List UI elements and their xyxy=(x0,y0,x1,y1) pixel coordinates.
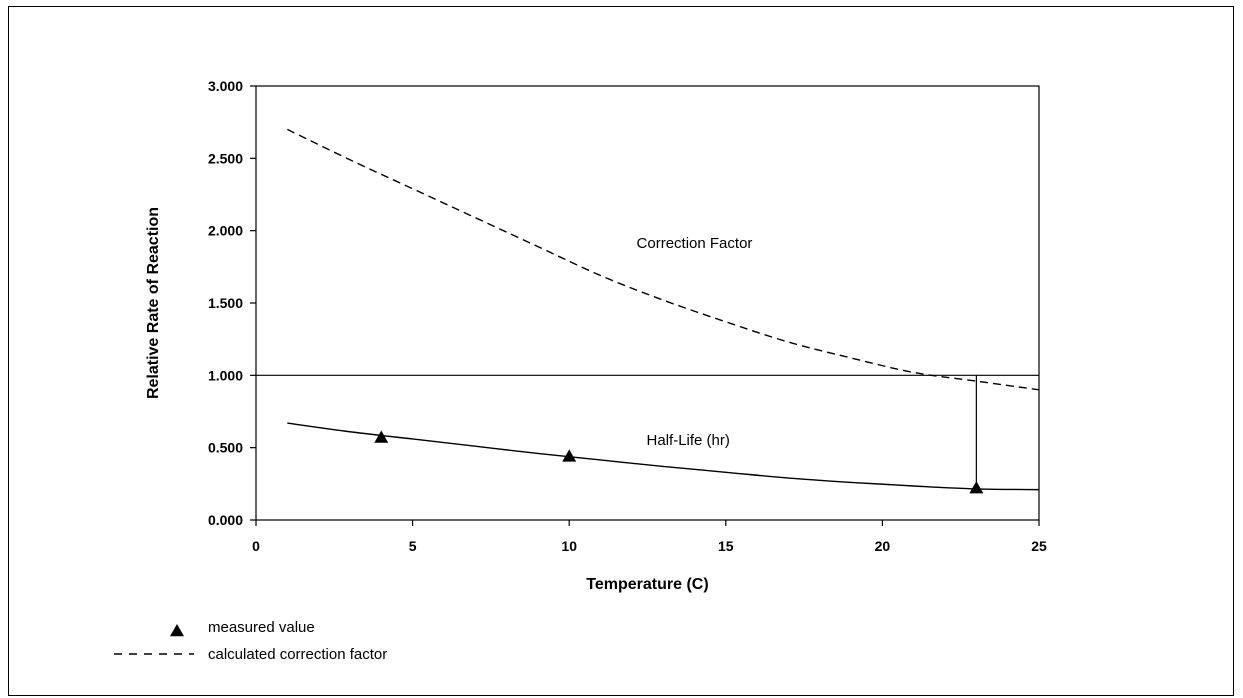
plot-area: 0.000 0.500 1.000 1.500 2.000 2.500 3.000 0 5 10 1… xyxy=(208,78,1047,554)
y-tick-label: 3.000 xyxy=(208,78,243,94)
legend: measured value calculated correction fact… xyxy=(114,619,387,663)
y-tick-label: 1.000 xyxy=(208,367,243,383)
measured-value-marker xyxy=(969,481,984,494)
x-tick-label: 10 xyxy=(561,538,577,554)
annotation-label: Half-Life (hr) xyxy=(647,432,730,449)
x-axis-title: Temperature (C) xyxy=(586,576,708,593)
legend-triangle-icon xyxy=(170,624,184,637)
plot-frame xyxy=(255,85,1040,521)
measured-value-marker xyxy=(374,430,389,443)
measured-value-marker xyxy=(562,449,577,462)
y-axis-title: Relative Rate of Reaction xyxy=(145,207,162,399)
y-tick-label: 1.500 xyxy=(208,295,243,311)
chart-frame xyxy=(8,6,1234,696)
y-tick-label: 0.000 xyxy=(208,512,243,528)
legend-label: measured value xyxy=(208,619,315,636)
legend-label: calculated correction factor xyxy=(208,646,387,663)
correction-factor-line xyxy=(287,128,1040,391)
half-life-line xyxy=(287,422,1040,491)
x-tick-label: 0 xyxy=(252,538,260,554)
x-tick-label: 25 xyxy=(1031,538,1047,554)
y-tick-label: 0.500 xyxy=(208,440,243,456)
y-tick-label: 2.500 xyxy=(208,150,243,166)
annotation-label: Correction Factor xyxy=(637,235,753,252)
x-tick-label: 15 xyxy=(718,538,734,554)
x-tick-label: 20 xyxy=(875,538,891,554)
x-tick-label: 5 xyxy=(409,538,417,554)
y-tick-label: 2.000 xyxy=(208,223,243,239)
